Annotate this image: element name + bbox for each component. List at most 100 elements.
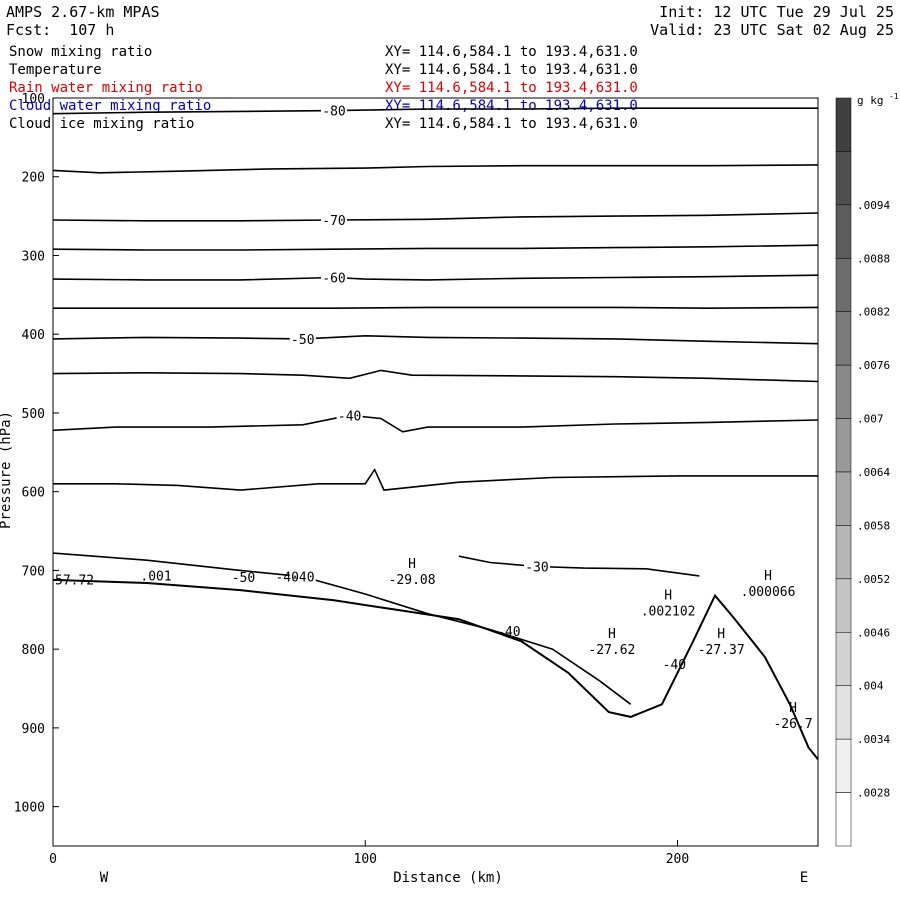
colorbar-label: .0028: [857, 787, 890, 800]
plot-frame: [52, 97, 819, 847]
colorbar-label: .0046: [857, 626, 890, 639]
colorbar-swatch: [835, 418, 852, 473]
colorbar-swatch: [835, 311, 852, 366]
contour-line: [52, 334, 819, 345]
axis-ticks: 100 200 300 400 500 600 700 800 900 1000 0 100 200: [14, 92, 690, 867]
max-marker-value: .000066: [741, 585, 796, 600]
field-name: Snow mixing ratio: [9, 44, 153, 60]
colorbar-label: .007: [857, 413, 884, 426]
contour-line: [52, 107, 818, 115]
colorbar-unit: g kg: [857, 94, 884, 107]
y-tick-label: 800: [22, 643, 45, 658]
field-name: Cloud ice mixing ratio: [9, 116, 195, 132]
field-name: Cloud water mixing ratio: [9, 98, 212, 114]
contour-value-label: -40: [275, 570, 298, 585]
colorbar-swatch: [835, 632, 852, 686]
colorbar-swatch: [835, 685, 852, 740]
contour-label: -80: [322, 105, 345, 120]
contour-value-label: -40: [663, 658, 686, 673]
y-tick-label: 500: [22, 407, 45, 422]
max-marker-value: -26.7: [773, 717, 812, 732]
contour-label-bg: [321, 212, 348, 228]
y-tick-label: 200: [22, 171, 45, 186]
forecast-hour: Fcst: 107 h: [6, 21, 115, 39]
colorbar-label: .0058: [857, 519, 890, 532]
contour-value-label: .001: [140, 570, 171, 585]
x-tick-label: 0: [49, 852, 57, 867]
contour-line: [53, 467, 818, 491]
contour-label-bg: [321, 269, 348, 285]
y-axis-label: Pressure (hPa): [0, 411, 14, 529]
y-tick-label: 100: [22, 92, 45, 107]
colorbar-label: .0034: [857, 733, 890, 746]
colorbar: .0094 .0088 .0082 .0076 .007 .0064 .0058 .0052.…: [835, 92, 899, 847]
contour-label-bg: [289, 330, 316, 346]
max-marker-h: H: [789, 701, 797, 716]
contour-line: [52, 212, 819, 222]
contour-label-bg: [289, 568, 316, 584]
field-name: Temperature: [9, 62, 102, 78]
west-label: W: [100, 870, 109, 886]
field-xy-range: XY= 114.6,584.1 to 193.4,631.0: [385, 98, 638, 114]
x-tick-label: 200: [666, 852, 689, 867]
colorbar-label: .0052: [857, 573, 890, 586]
colorbar-label: .0076: [857, 359, 890, 372]
contour-value-label: -50: [232, 571, 255, 586]
max-markers: H-29.08 H.000066H.002102H-27.62H-27.37H-2…: [55, 557, 813, 732]
y-tick-label: 600: [22, 486, 45, 501]
contour-label-bg: [336, 407, 363, 423]
contour-line: [52, 552, 632, 705]
contour-label: -30: [525, 560, 548, 575]
x-axis-label: Distance (km): [393, 870, 503, 886]
field-name: Rain water mixing ratio: [9, 80, 203, 96]
east-label: E: [800, 870, 808, 886]
init-time: Init: 12 UTC Tue 29 Jul 25: [659, 3, 894, 21]
contour-line: [52, 274, 819, 281]
colorbar-label: .0082: [857, 306, 890, 319]
contour-label: -60: [322, 272, 345, 287]
max-marker-h: H: [764, 569, 772, 584]
contour-label: -40: [338, 409, 361, 424]
max-marker-h: H: [408, 557, 416, 572]
contour-label-bg: [321, 102, 348, 118]
max-marker-value: -27.62: [588, 643, 635, 658]
field-xy-range: XY= 114.6,584.1 to 193.4,631.0: [385, 62, 638, 78]
colorbar-swatch: [835, 578, 852, 633]
y-tick-label: 400: [22, 328, 45, 343]
max-marker-value: .002102: [641, 605, 696, 620]
colorbar-swatch: [835, 97, 852, 152]
y-tick-label: 700: [22, 564, 45, 579]
y-tick-label: 1000: [14, 801, 45, 816]
terrain-outline: [52, 578, 819, 761]
field-xy-range: XY= 114.6,584.1 to 193.4,631.0: [385, 44, 638, 60]
x-tick-label: 100: [354, 852, 377, 867]
colorbar-swatch: [835, 738, 852, 793]
colorbar-swatch: [835, 471, 852, 526]
max-marker-value: -27.37: [698, 643, 745, 658]
max-marker-h: H: [717, 627, 725, 642]
contour-label: -40: [291, 571, 314, 586]
max-marker-value: -29.08: [389, 573, 436, 588]
colorbar-swatch: [835, 204, 852, 259]
colorbar-swatch: [835, 525, 852, 580]
colorbar-swatch: [835, 364, 852, 419]
contour-line: [53, 306, 819, 310]
contour-label: -70: [322, 214, 345, 229]
contour-line: [52, 164, 819, 174]
contour-value-label: -40: [497, 625, 520, 640]
field-xy-range: XY= 114.6,584.1 to 193.4,631.0: [385, 80, 638, 96]
contour-line: [52, 414, 819, 433]
colorbar-label: .0094: [857, 199, 890, 212]
colorbar-swatch: [835, 151, 852, 206]
contour-line: [52, 369, 819, 383]
colorbar-unit-exponent: -1: [889, 92, 899, 101]
colorbar-swatch: [835, 258, 852, 312]
contour-label-bg: [523, 558, 550, 574]
max-marker-h: H: [664, 589, 672, 604]
contour-line: [458, 555, 700, 577]
contour-line: [52, 244, 819, 251]
colorbar-label: .004: [857, 680, 884, 693]
colorbar-label: .0064: [857, 466, 890, 479]
model-title: AMPS 2.67-km MPAS: [6, 3, 160, 21]
colorbar-label: .0088: [857, 252, 890, 265]
